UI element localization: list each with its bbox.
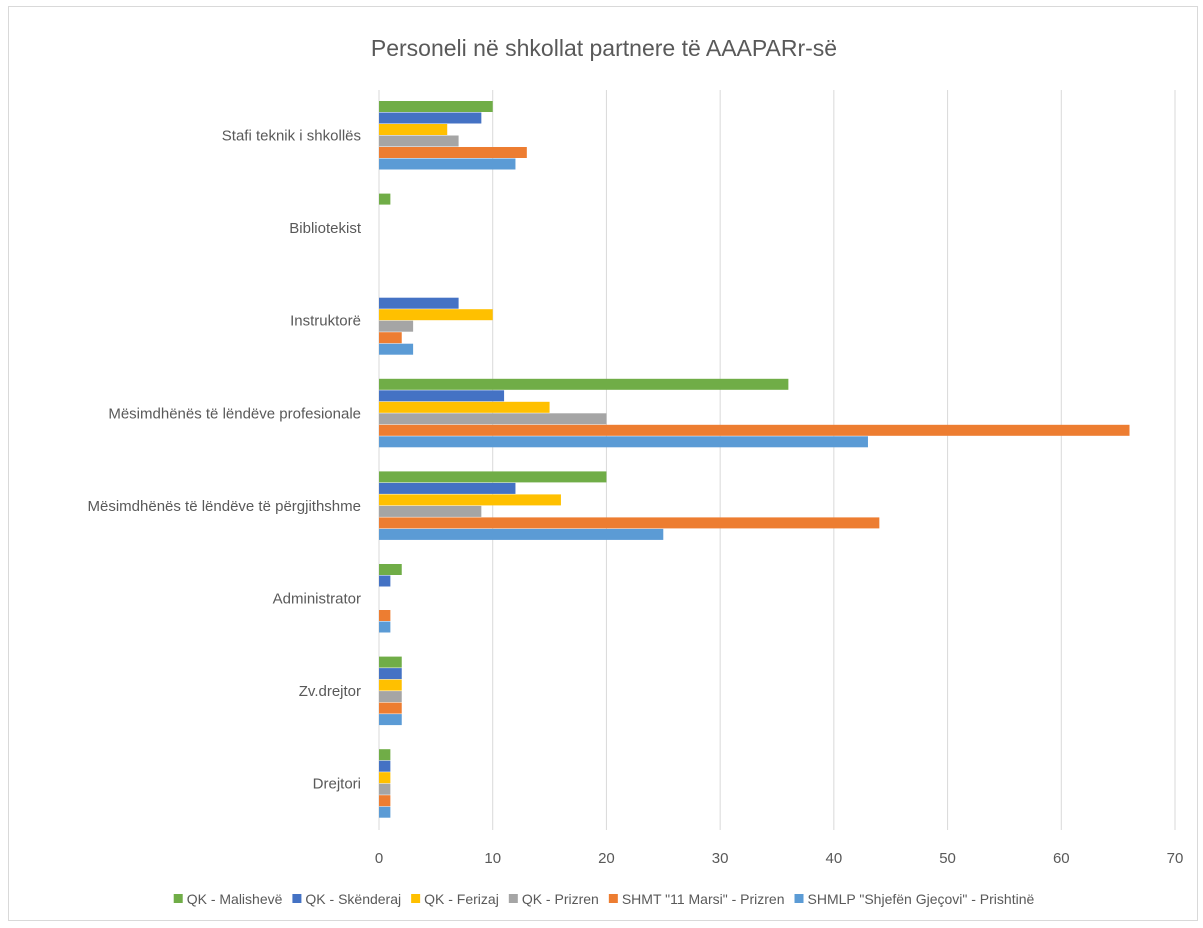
bar bbox=[379, 320, 414, 332]
bar bbox=[379, 124, 448, 135]
bar bbox=[379, 193, 391, 205]
bars bbox=[379, 101, 1130, 818]
bar bbox=[379, 424, 1130, 436]
bar bbox=[379, 564, 402, 575]
legend-label: QK - Ferizaj bbox=[424, 891, 499, 907]
bar bbox=[379, 795, 391, 807]
bar bbox=[379, 760, 391, 772]
bar bbox=[379, 309, 493, 321]
category-label: Drejtori bbox=[313, 776, 361, 793]
bar bbox=[379, 436, 868, 448]
bar bbox=[379, 505, 482, 517]
x-tick-label: 60 bbox=[1053, 850, 1070, 867]
bar bbox=[379, 656, 402, 668]
bar bbox=[379, 679, 402, 691]
x-tick-label: 20 bbox=[598, 850, 615, 867]
legend-label: SHMLP "Shjefën Gjeçovi" - Prishtinë bbox=[808, 891, 1035, 907]
legend: QK - Malishevë QK - Skënderaj QK - Ferizaj… bbox=[173, 891, 1035, 907]
x-tick-label: 70 bbox=[1167, 850, 1184, 867]
bar bbox=[379, 112, 482, 124]
bar bbox=[379, 413, 607, 425]
bar bbox=[379, 332, 402, 344]
x-tick-label: 10 bbox=[484, 850, 501, 867]
bar bbox=[379, 528, 664, 540]
bar bbox=[379, 390, 505, 402]
bar bbox=[379, 471, 607, 483]
legend-label: QK - Malishevë bbox=[187, 891, 283, 907]
bar bbox=[379, 135, 459, 147]
legend-item: QK - Skënderaj bbox=[292, 891, 401, 907]
legend-label: SHMT "11 Marsi" - Prizren bbox=[622, 891, 785, 907]
bar bbox=[379, 610, 391, 621]
bar bbox=[379, 401, 550, 413]
x-tick-label: 0 bbox=[375, 850, 383, 867]
bar bbox=[379, 702, 402, 714]
bar bbox=[379, 714, 402, 726]
bar bbox=[379, 749, 391, 761]
bar bbox=[379, 147, 527, 158]
legend-swatch bbox=[173, 894, 183, 903]
bar bbox=[379, 772, 391, 784]
bar bbox=[379, 783, 391, 795]
bar bbox=[379, 575, 391, 587]
legend-item: QK - Ferizaj bbox=[411, 891, 499, 907]
category-label: Stafi teknik i shkollës bbox=[222, 128, 361, 145]
category-label: Mësimdhënës të lëndëve profesionale bbox=[108, 405, 361, 422]
legend-swatch bbox=[608, 894, 618, 903]
bar bbox=[379, 668, 402, 680]
bar bbox=[379, 482, 516, 494]
gridlines bbox=[378, 90, 1176, 830]
category-label: Mësimdhënës të lëndëve të përgjithshme bbox=[88, 498, 362, 515]
legend-item: QK - Prizren bbox=[508, 891, 599, 907]
legend-swatch bbox=[411, 894, 421, 903]
bar bbox=[379, 343, 414, 355]
category-labels: Stafi teknik i shkollës Bibliotekist Instr… bbox=[88, 128, 362, 793]
legend-swatch bbox=[508, 894, 518, 903]
category-label: Instruktorë bbox=[290, 313, 361, 330]
x-tick-labels: 0 10 20 30 40 50 60 70 bbox=[375, 850, 1184, 867]
bar bbox=[379, 101, 493, 112]
legend-item: SHMT "11 Marsi" - Prizren bbox=[608, 891, 785, 907]
x-tick-label: 30 bbox=[712, 850, 729, 867]
bar bbox=[379, 378, 789, 390]
legend-item: SHMLP "Shjefën Gjeçovi" - Prishtinë bbox=[794, 891, 1035, 907]
category-label: Bibliotekist bbox=[289, 220, 362, 237]
bar bbox=[379, 691, 402, 703]
x-tick-label: 40 bbox=[826, 850, 843, 867]
bar bbox=[379, 158, 516, 170]
chart-svg: Personeli në shkollat partnere të AAAPAR… bbox=[88, 35, 1184, 907]
bar bbox=[379, 621, 391, 633]
bar bbox=[379, 517, 880, 529]
chart-area: Personeli në shkollat partnere të AAAPAR… bbox=[8, 6, 1198, 921]
bar bbox=[379, 297, 459, 309]
x-tick-label: 50 bbox=[939, 850, 956, 867]
category-label: Zv.drejtor bbox=[299, 683, 361, 700]
legend-label: QK - Skënderaj bbox=[305, 891, 401, 907]
legend-swatch bbox=[292, 894, 302, 903]
category-label: Administrator bbox=[273, 591, 361, 608]
bar bbox=[379, 494, 561, 506]
legend-label: QK - Prizren bbox=[522, 891, 599, 907]
chart-title: Personeli në shkollat partnere të AAAPAR… bbox=[371, 35, 837, 61]
legend-item: QK - Malishevë bbox=[173, 891, 283, 907]
legend-swatch bbox=[794, 894, 804, 903]
bar bbox=[379, 806, 391, 818]
